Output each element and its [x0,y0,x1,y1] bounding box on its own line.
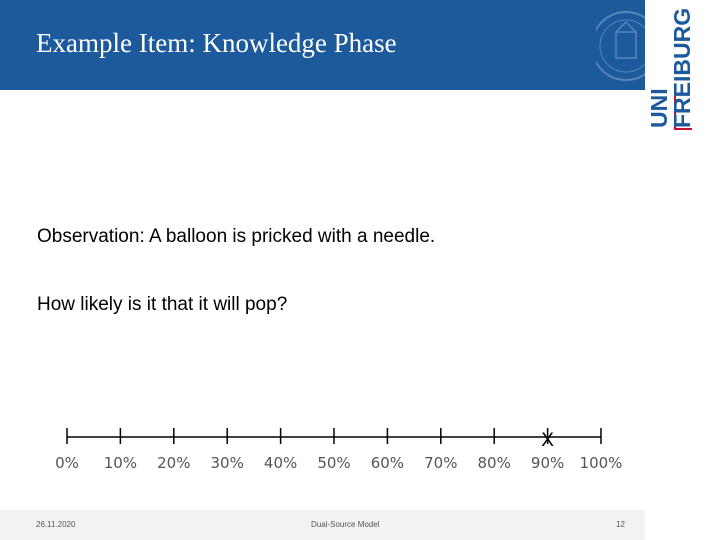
university-logo: UNI FREIBURG [645,0,720,140]
selection-marker: X [541,430,554,451]
page-number: 12 [616,520,625,529]
scale-tick-label: 90% [531,454,564,472]
scale-tick-label: 30% [211,454,244,472]
footer-date: 26.11.2020 [36,520,76,529]
scale-tick-label: 40% [264,454,297,472]
logo-line1: UNI [646,88,672,128]
university-seal-icon [596,11,648,81]
scale-tick-label: 10% [104,454,137,472]
likelihood-scale[interactable]: 0% 10% 20% 30% 40% 50% 60% 70% 80% 90% 100% X [55,418,655,478]
scale-tick-label: 70% [424,454,457,472]
header-bar: Example Item: Knowledge Phase [0,0,648,90]
scale-tick-label: 100% [580,454,623,472]
scale-tick-label: 50% [317,454,350,472]
scale-tick-label: 60% [371,454,404,472]
scale-tick-label: 0% [55,454,79,472]
scale-tick-label: 80% [478,454,511,472]
logo-line2: FREIBURG [669,8,695,128]
question-text: How likely is it that it will pop? [37,294,288,315]
uni-freiburg-logo-icon: UNI FREIBURG [646,8,695,130]
slide-title: Example Item: Knowledge Phase [36,28,397,58]
footer-title: Dual-Source Model [311,520,380,529]
scale-tick-label: 20% [157,454,190,472]
observation-text: Observation: A balloon is pricked with a… [37,226,436,247]
footer-bar: 26.11.2020 Dual-Source Model 12 [0,510,645,540]
